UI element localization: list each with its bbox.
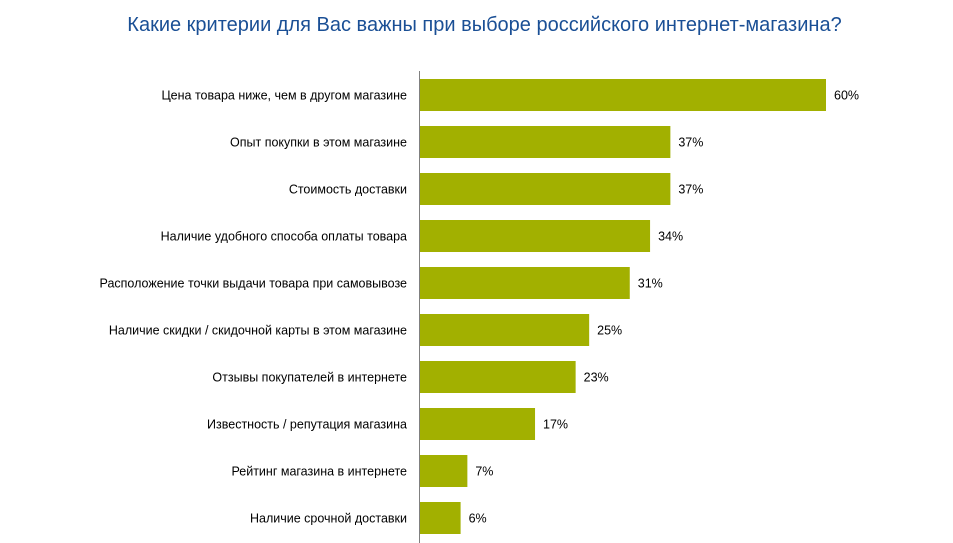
category-label: Наличие удобного способа оплаты товара: [161, 230, 407, 244]
value-label: 37%: [678, 183, 703, 197]
value-label: 23%: [584, 371, 609, 385]
bar: [420, 314, 590, 346]
value-label: 6%: [469, 512, 487, 526]
value-label: 17%: [543, 418, 568, 432]
category-label: Цена товара ниже, чем в другом магазине: [161, 89, 407, 103]
category-label: Опыт покупки в этом магазине: [230, 136, 407, 150]
value-label: 25%: [597, 324, 622, 338]
bar: [420, 455, 468, 487]
category-label: Наличие срочной доставки: [250, 512, 407, 526]
chart-title: Какие критерии для Вас важны при выборе …: [127, 14, 842, 36]
bar: [420, 361, 576, 393]
category-label: Наличие скидки / скидочной карты в этом …: [109, 324, 407, 338]
bar: [420, 408, 536, 440]
value-label: 7%: [475, 465, 493, 479]
category-label: Отзывы покупателей в интернете: [212, 371, 407, 385]
category-label: Известность / репутация магазина: [207, 418, 407, 432]
bar: [420, 220, 651, 252]
bar: [420, 173, 671, 205]
value-label: 31%: [638, 277, 663, 291]
bar: [420, 267, 630, 299]
category-label: Расположение точки выдачи товара при сам…: [100, 277, 408, 291]
category-label: Стоимость доставки: [289, 183, 407, 197]
bar: [420, 126, 671, 158]
value-label: 34%: [658, 230, 683, 244]
bar: [420, 502, 461, 534]
category-label: Рейтинг магазина в интернете: [231, 465, 407, 479]
value-label: 37%: [678, 136, 703, 150]
bar: [420, 79, 826, 111]
value-label: 60%: [834, 89, 859, 103]
